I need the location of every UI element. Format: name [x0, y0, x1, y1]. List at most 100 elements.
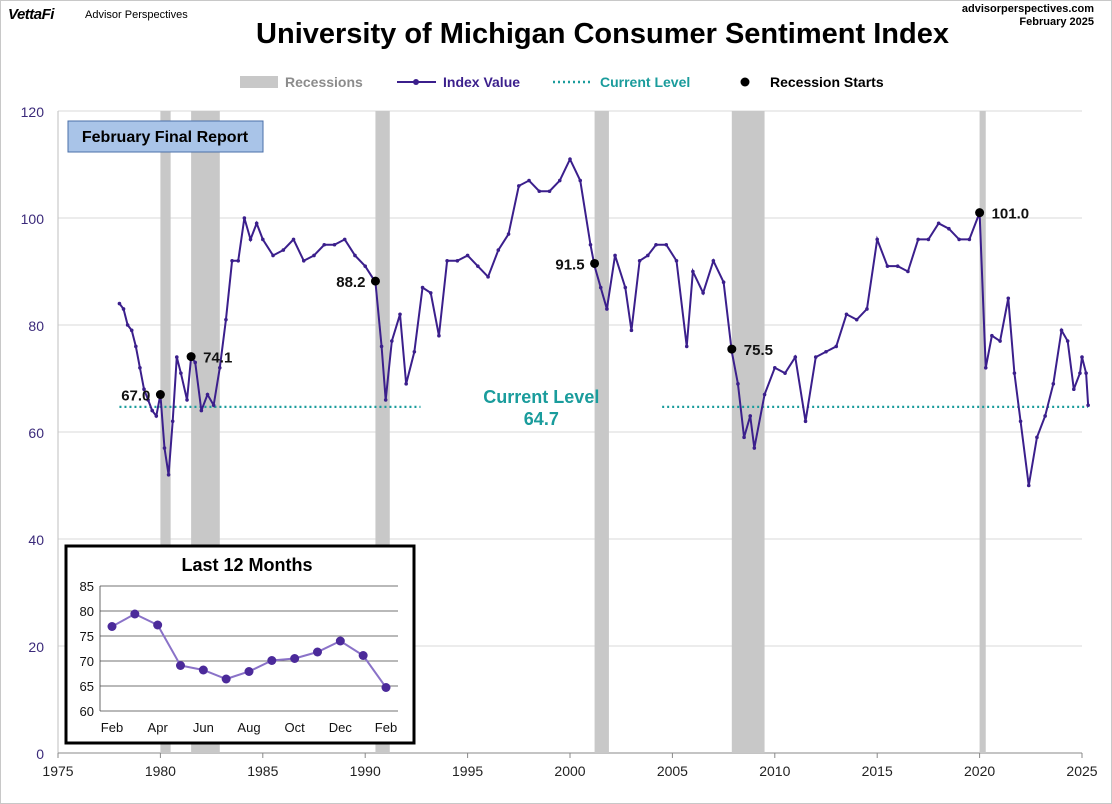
index-value-point: [793, 355, 798, 359]
index-value-point: [322, 242, 327, 247]
recession-start-marker: [370, 276, 380, 286]
index-value-point: [193, 360, 198, 365]
y-tick-label: 40: [28, 532, 44, 548]
inset-box: [64, 544, 416, 745]
report-label: February Final Report: [82, 129, 249, 146]
index-value-point: [990, 333, 994, 338]
index-value-point: [332, 242, 337, 247]
x-tick-label: 1980: [145, 763, 176, 779]
index-value-point: [557, 178, 562, 183]
index-value-point: [281, 248, 286, 252]
recession-start-label: 101.0: [992, 206, 1030, 223]
index-value-point: [926, 237, 931, 242]
inset-point: [381, 683, 391, 692]
index-value-point: [496, 248, 501, 252]
index-value-point: [578, 178, 583, 183]
index-value-point: [390, 339, 394, 343]
y-tick-label: 120: [21, 104, 45, 120]
x-tick-label: 1990: [350, 763, 381, 779]
recession-start-marker: [727, 344, 737, 354]
x-tick-label: 2015: [862, 763, 893, 779]
x-tick-label: 1985: [247, 763, 278, 779]
index-value-point: [885, 264, 890, 268]
index-value-point: [1078, 371, 1082, 375]
recession-start-label: 91.5: [555, 256, 584, 273]
recession-start-label: 74.1: [203, 350, 232, 367]
index-value-point: [844, 312, 849, 317]
legend-recessions-swatch: [240, 76, 278, 88]
index-value-point: [998, 339, 1002, 343]
index-value-point: [637, 259, 642, 263]
index-value-point: [170, 419, 175, 424]
inset-y-tick-label: 70: [80, 654, 94, 669]
index-value-point: [527, 178, 531, 183]
index-value-point: [420, 285, 425, 290]
index-value-point: [654, 242, 658, 247]
index-value-point: [1018, 419, 1023, 424]
legend-recessions-label: Recessions: [285, 74, 363, 90]
index-value-point: [506, 232, 511, 236]
x-tick-label: 2005: [657, 763, 688, 779]
index-value-point: [162, 446, 167, 450]
index-value-point: [217, 366, 222, 370]
inset-y-tick-label: 60: [80, 704, 94, 719]
index-value-point: [517, 184, 521, 188]
y-tick-label: 100: [21, 211, 45, 227]
index-value-point: [134, 344, 138, 349]
index-value-point: [1043, 414, 1047, 418]
report-label-box: [67, 120, 264, 153]
x-tick-label: 2025: [1066, 763, 1097, 779]
index-value-point: [154, 414, 159, 418]
index-value-point: [205, 392, 210, 397]
index-value-point: [185, 398, 189, 402]
inset-point: [313, 647, 322, 657]
index-value-point: [412, 349, 417, 354]
inset-point: [176, 661, 185, 670]
index-value-point: [129, 328, 134, 333]
index-value-point: [773, 366, 777, 370]
index-value-point: [568, 157, 572, 161]
index-value-point: [428, 291, 433, 295]
legend-recession-start-label: Recession Starts: [770, 74, 884, 90]
index-value-point: [121, 307, 126, 311]
brand-logo: VettaFi: [8, 6, 54, 23]
index-value-point: [854, 317, 859, 322]
index-value-point: [271, 253, 275, 258]
current-level-value: 64.7: [524, 409, 559, 429]
y-tick-label: 0: [36, 746, 44, 762]
y-tick-label: 60: [28, 425, 44, 441]
x-tick-label: 2000: [554, 763, 585, 779]
index-value-point: [383, 398, 388, 402]
index-value-point: [174, 355, 179, 359]
index-value-point: [437, 333, 441, 338]
index-value-point: [834, 344, 839, 349]
recession-bar: [979, 111, 986, 753]
index-value-point: [199, 408, 204, 413]
inset-x-tick-label: Feb: [375, 720, 397, 735]
index-value-point: [1051, 382, 1056, 386]
recession-bar: [594, 111, 609, 753]
x-tick-label: 1975: [42, 763, 73, 779]
inset-title: Last 12 Months: [181, 555, 312, 575]
inset-x-tick-label: Dec: [329, 720, 353, 735]
index-value-point: [125, 323, 130, 327]
index-value-point: [248, 237, 253, 242]
index-value-point: [736, 382, 740, 386]
index-value-point: [762, 392, 767, 397]
inset-y-tick-label: 65: [80, 679, 94, 694]
legend-current-label: Current Level: [600, 74, 690, 90]
index-value-point: [455, 259, 460, 263]
index-value-point: [906, 269, 910, 274]
legend-recession-start-marker: [740, 77, 750, 87]
index-value-point: [379, 344, 384, 349]
index-value-point: [166, 473, 171, 477]
source-info: advisorperspectives.com February 2025: [962, 3, 1094, 29]
recession-bar: [731, 111, 765, 753]
index-value-point: [476, 264, 480, 268]
index-value-point: [117, 301, 122, 306]
index-value-point: [445, 259, 449, 263]
index-value-point: [598, 285, 603, 290]
index-value-point: [813, 355, 818, 359]
recession-start-marker: [975, 208, 985, 218]
